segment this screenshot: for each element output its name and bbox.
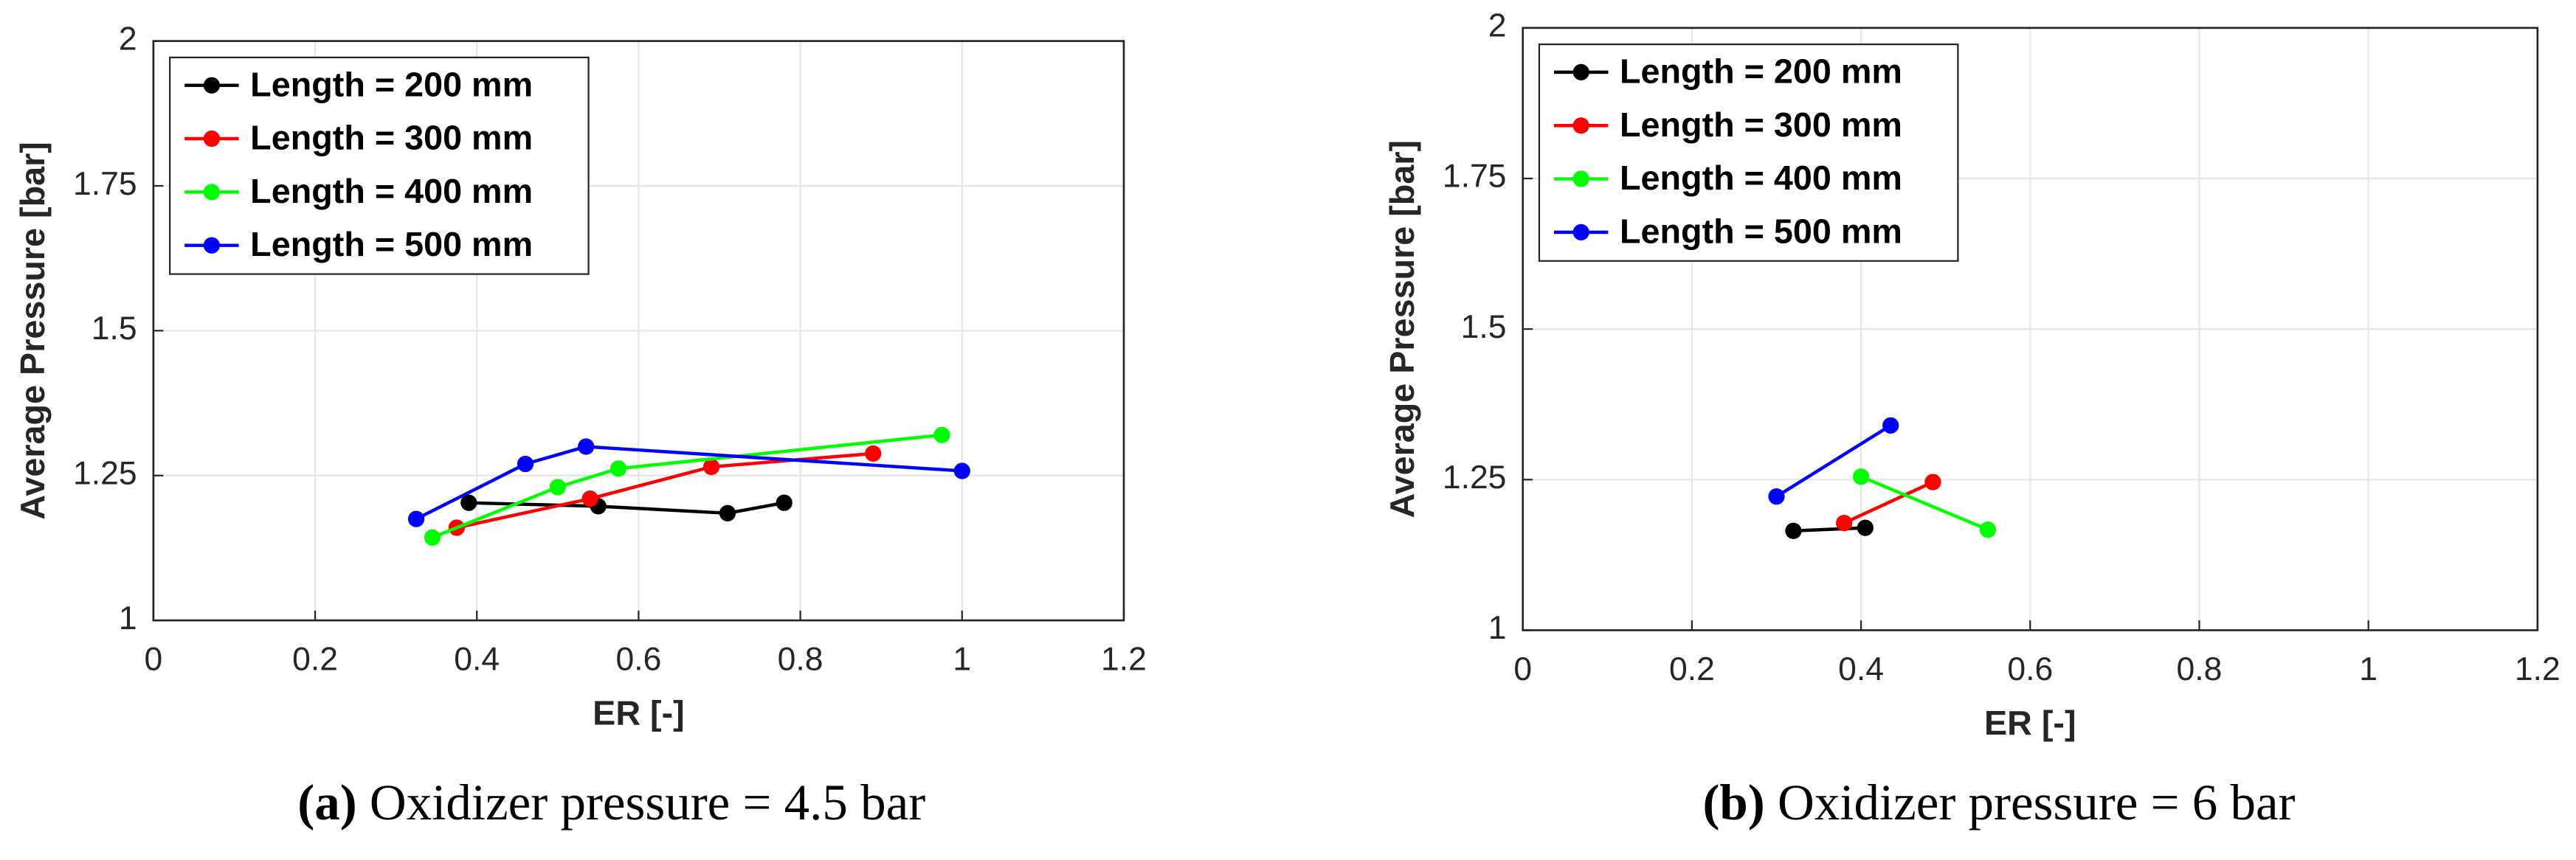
- data-point: [1882, 417, 1899, 434]
- caption: (a) Oxidizer pressure = 4.5 bar: [297, 774, 925, 830]
- series-line: [1860, 475, 1989, 532]
- series-line: [469, 501, 785, 516]
- y-tick-label: 1.5: [91, 311, 137, 347]
- legend-label: Length = 200 mm: [250, 65, 533, 103]
- data-point: [1785, 522, 1802, 539]
- data-point: [407, 510, 425, 527]
- x-tick-label: 0.4: [454, 642, 500, 678]
- x-tick-label: 0.8: [778, 642, 823, 678]
- data-point: [953, 462, 970, 479]
- legend-marker: [203, 130, 221, 148]
- y-tick-label: 1.25: [73, 455, 137, 491]
- data-point: [933, 426, 950, 443]
- data-point: [424, 529, 441, 546]
- legend-marker: [1572, 223, 1589, 240]
- x-axis-label: ER [-]: [593, 694, 685, 732]
- data-point: [865, 445, 882, 462]
- x-tick-label: 0.2: [292, 642, 338, 678]
- series-line: [1793, 526, 1865, 533]
- x-tick-label: 0.6: [615, 642, 661, 678]
- legend-label: Length = 500 mm: [250, 225, 533, 263]
- legend-marker: [203, 184, 221, 201]
- data-point: [1924, 474, 1941, 490]
- caption-text: Oxidizer pressure = 6 bar: [1778, 774, 2296, 830]
- x-tick-label: 0: [1513, 651, 1532, 687]
- legend-marker: [1572, 117, 1589, 134]
- x-tick-label: 0.2: [1669, 651, 1715, 687]
- legend-marker: [1572, 170, 1589, 187]
- series-line: [1775, 423, 1892, 499]
- series-line: [1843, 480, 1934, 525]
- legend-marker: [203, 77, 221, 94]
- x-tick-label: 0.6: [2007, 651, 2053, 687]
- legend-marker: [1572, 63, 1589, 81]
- data-point: [581, 490, 598, 507]
- data-point: [1836, 514, 1853, 532]
- y-tick-label: 1.25: [1443, 460, 1507, 496]
- data-point: [578, 438, 595, 455]
- plot-frame: [1522, 27, 2539, 631]
- data-point: [776, 494, 793, 511]
- y-tick-label: 1: [119, 600, 137, 637]
- data-point: [1768, 488, 1785, 505]
- x-tick-label: 1: [2359, 651, 2378, 687]
- legend-label: Length = 500 mm: [1620, 212, 1902, 250]
- y-axis-label: Average Pressure [bar]: [1383, 140, 1421, 518]
- caption-label: (b): [1702, 774, 1764, 830]
- caption-label: (a): [297, 774, 356, 830]
- series-line: [415, 445, 962, 521]
- data-point: [719, 504, 736, 521]
- caption: (b) Oxidizer pressure = 6 bar: [1702, 774, 2295, 830]
- y-tick-label: 1.75: [73, 166, 137, 202]
- legend-marker: [203, 237, 221, 254]
- y-tick-label: 1.75: [1443, 159, 1507, 195]
- plot-frame: [152, 40, 1125, 622]
- data-point: [702, 458, 720, 476]
- x-tick-label: 1.2: [2515, 651, 2561, 687]
- x-tick-label: 0: [145, 642, 163, 678]
- legend-box: [169, 56, 590, 275]
- data-point: [517, 455, 534, 473]
- legend-label: Length = 300 mm: [250, 119, 533, 157]
- data-point: [1979, 521, 1997, 538]
- data-point: [460, 494, 477, 511]
- x-tick-label: 0.4: [1838, 651, 1884, 687]
- y-tick-label: 1.5: [1461, 309, 1507, 345]
- legend-box: [1538, 43, 1959, 262]
- y-tick-label: 1: [1488, 610, 1507, 646]
- y-axis-label: Average Pressure [bar]: [13, 142, 52, 519]
- y-tick-label: 2: [119, 21, 137, 57]
- data-point: [1852, 468, 1870, 485]
- x-tick-label: 1: [953, 642, 971, 678]
- data-point: [549, 479, 566, 496]
- caption-text: Oxidizer pressure = 4.5 bar: [370, 774, 925, 830]
- series-line: [432, 433, 942, 539]
- x-tick-label: 1.2: [1101, 642, 1147, 678]
- x-axis-label: ER [-]: [1984, 704, 2076, 742]
- x-tick-label: 0.8: [2177, 651, 2223, 687]
- legend-label: Length = 300 mm: [1620, 105, 1902, 144]
- y-tick-label: 2: [1488, 8, 1507, 44]
- data-point: [610, 460, 627, 477]
- data-point: [1857, 519, 1874, 536]
- legend-label: Length = 400 mm: [250, 172, 533, 210]
- legend-label: Length = 200 mm: [1620, 52, 1902, 90]
- legend-label: Length = 400 mm: [1620, 159, 1902, 197]
